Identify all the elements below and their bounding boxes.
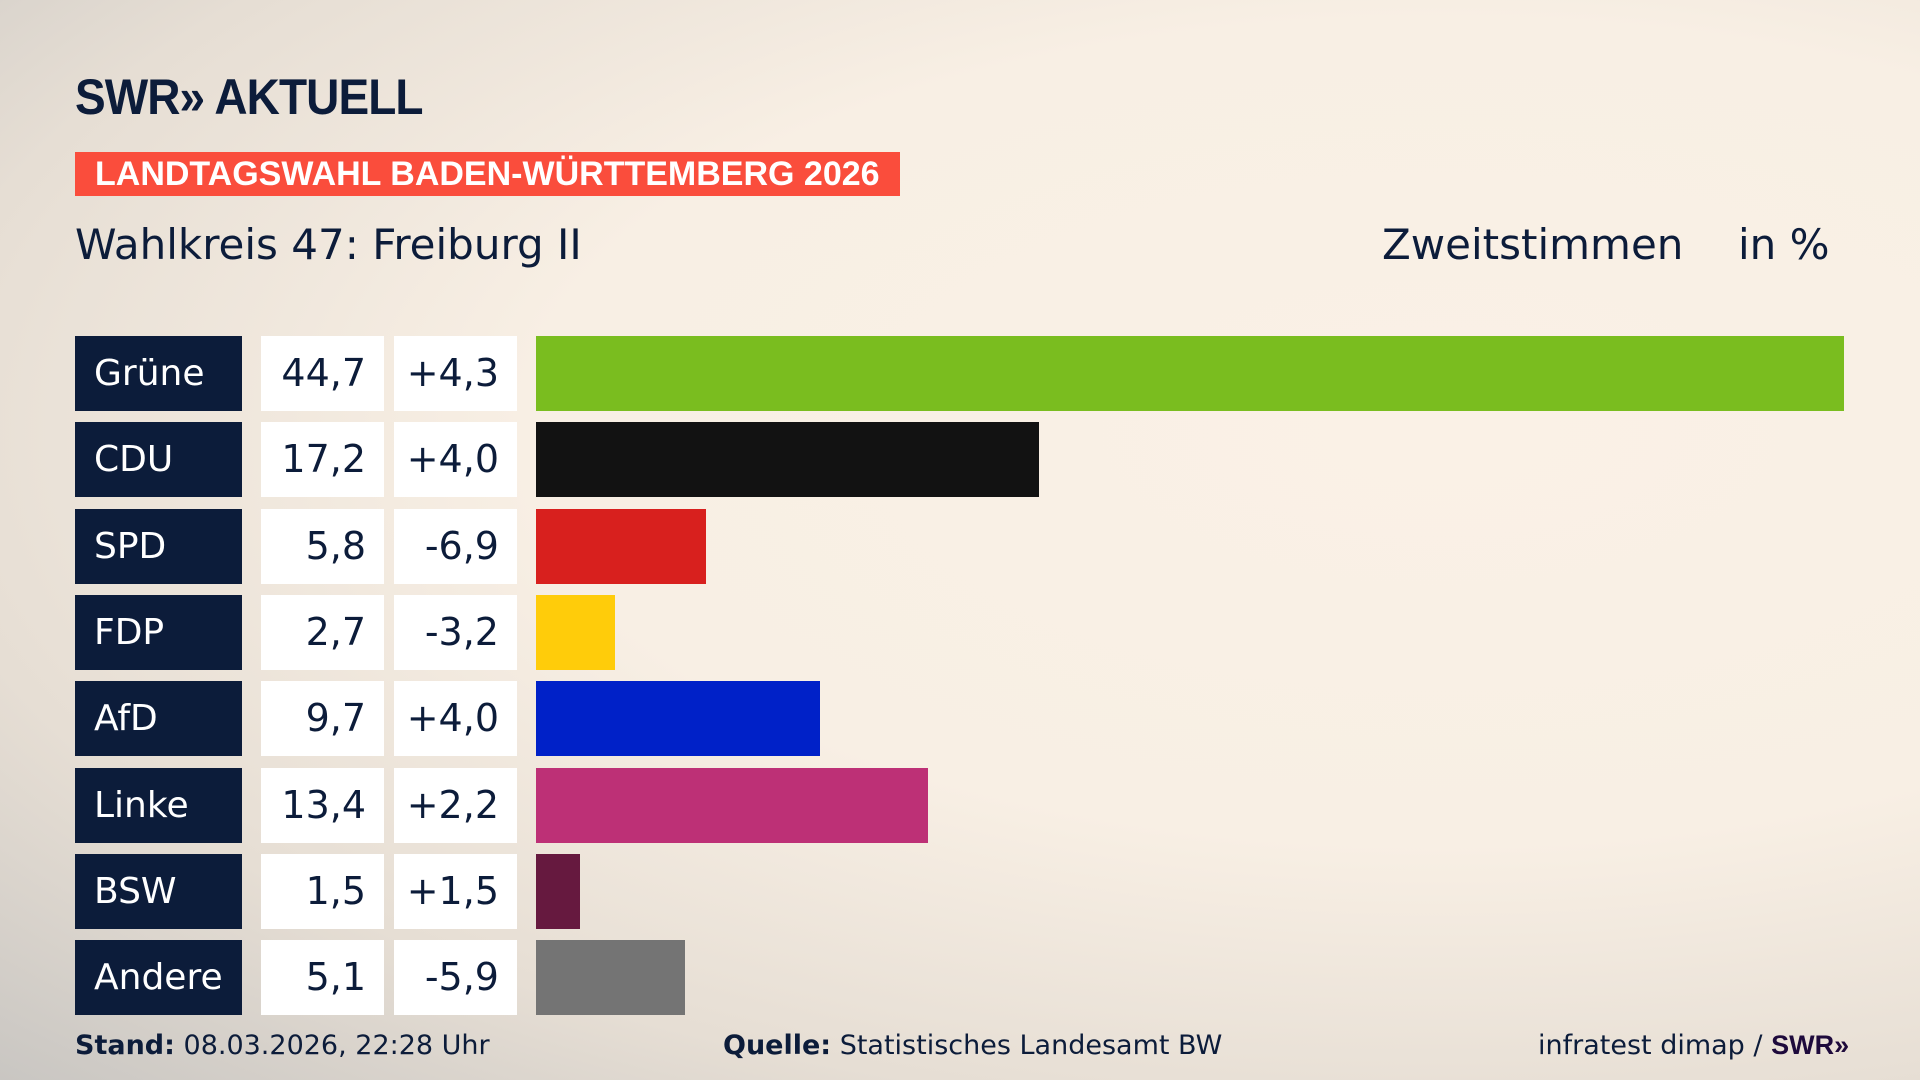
value-label: 1,5 <box>261 853 384 929</box>
bar <box>536 681 820 757</box>
value-label: 5,8 <box>261 508 384 584</box>
party-name: AfD <box>75 681 242 757</box>
change-label: +4,3 <box>394 336 517 411</box>
bar <box>536 594 615 670</box>
swr-logo: SWR» <box>1771 1030 1850 1060</box>
source: Quelle: Statistisches Landesamt BW <box>723 1030 1222 1061</box>
party-name: BSW <box>75 853 242 929</box>
chart-title: Wahlkreis 47: Freiburg II <box>75 220 582 269</box>
change-label: -6,9 <box>394 508 517 584</box>
credit-text: infratest dimap / <box>1538 1030 1763 1061</box>
party-name: Andere <box>75 940 242 1016</box>
vote-type-label: Zweitstimmen <box>1382 220 1684 269</box>
unit-label: in % <box>1738 220 1830 269</box>
bar <box>536 767 929 843</box>
change-label: +1,5 <box>394 853 517 929</box>
swr-aktuell-logo: SWR» AKTUELL <box>75 69 423 125</box>
bar <box>536 422 1040 498</box>
change-label: +4,0 <box>394 422 517 498</box>
party-name: Grüne <box>75 336 242 411</box>
value-label: 2,7 <box>261 594 384 670</box>
source-value: Statistisches Landesamt BW <box>839 1030 1223 1061</box>
timestamp: Stand: 08.03.2026, 22:28 Uhr <box>75 1030 490 1061</box>
change-label: -3,2 <box>394 594 517 670</box>
party-name: CDU <box>75 422 242 498</box>
value-label: 13,4 <box>261 767 384 843</box>
change-label: +4,0 <box>394 681 517 757</box>
change-label: -5,9 <box>394 940 517 1016</box>
value-label: 9,7 <box>261 681 384 757</box>
bar <box>536 853 580 929</box>
bar <box>536 336 1844 411</box>
bar <box>536 508 706 584</box>
party-name: Linke <box>75 767 242 843</box>
credit: infratest dimap / SWR» <box>1538 1030 1849 1061</box>
party-name: FDP <box>75 594 242 670</box>
value-label: 5,1 <box>261 940 384 1016</box>
party-name: SPD <box>75 508 242 584</box>
value-label: 17,2 <box>261 422 384 498</box>
election-banner: LANDTAGSWAHL BADEN-WÜRTTEMBERG 2026 <box>75 152 900 196</box>
value-label: 44,7 <box>261 336 384 411</box>
bar <box>536 940 686 1016</box>
source-label: Quelle: <box>723 1030 832 1061</box>
stand-label: Stand: <box>75 1030 175 1061</box>
change-label: +2,2 <box>394 767 517 843</box>
stand-value: 08.03.2026, 22:28 Uhr <box>183 1030 490 1061</box>
